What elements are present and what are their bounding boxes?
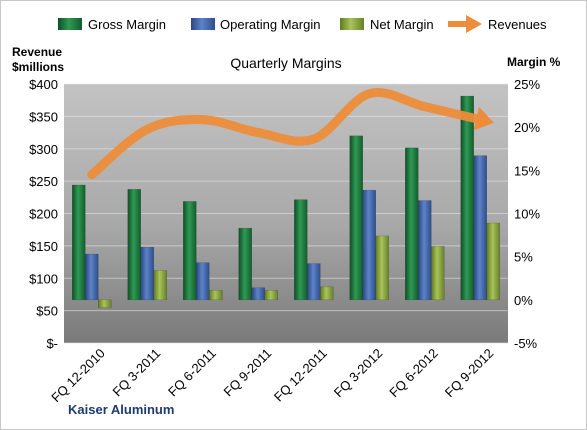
right-tick-label: 5%	[514, 250, 533, 265]
legend-label-revenues: Revenues	[488, 17, 547, 32]
right-tick-label: 10%	[514, 207, 540, 222]
operating-margin-bar	[307, 263, 321, 301]
operating-margin-bar	[85, 253, 99, 301]
net-margin-bar	[264, 290, 278, 301]
legend-label-operating-margin: Operating Margin	[220, 17, 320, 32]
net-margin-bar	[431, 246, 445, 301]
operating-margin-bar	[362, 189, 376, 301]
gross-margin-bar	[294, 199, 308, 301]
gross-margin-bar	[238, 227, 252, 301]
legend-swatch-operating-margin	[191, 18, 215, 30]
left-tick-label: $250	[29, 174, 58, 189]
net-margin-bar	[320, 286, 334, 301]
legend: Gross Margin Operating Margin Net Margin…	[58, 15, 547, 33]
gross-margin-bar	[405, 147, 419, 301]
legend-item-net-margin: Net Margin	[340, 17, 434, 32]
operating-margin-bar	[140, 246, 154, 301]
legend-swatch-gross-margin	[58, 18, 82, 30]
net-margin-bar	[375, 235, 389, 301]
net-margin-bar	[486, 222, 500, 301]
left-tick-label: $200	[29, 207, 58, 222]
revenues-line	[87, 88, 485, 180]
bar-series	[72, 95, 500, 308]
right-tick-label: -5%	[514, 336, 538, 351]
operating-margin-bar	[196, 262, 210, 301]
legend-label-net-margin: Net Margin	[370, 17, 434, 32]
operating-margin-bar	[251, 287, 265, 301]
chart-title: Quarterly Margins	[230, 55, 341, 71]
right-tick-label: 20%	[514, 120, 540, 135]
legend-item-revenues: Revenues	[448, 15, 547, 33]
right-tick-label: 25%	[514, 77, 540, 92]
gross-margin-bar	[349, 135, 363, 301]
left-axis-title-line1: Revenue	[12, 45, 62, 59]
revenues-arrowhead	[473, 107, 494, 131]
left-tick-label: $350	[29, 109, 58, 124]
legend-label-gross-margin: Gross Margin	[88, 17, 166, 32]
legend-item-gross-margin: Gross Margin	[58, 17, 166, 32]
legend-swatch-net-margin	[340, 18, 364, 30]
left-tick-label: $400	[29, 77, 58, 92]
left-tick-label: $300	[29, 142, 58, 157]
company-name: Kaiser Aluminum	[68, 402, 174, 417]
left-tick-label: $100	[29, 271, 58, 286]
net-margin-bar	[209, 290, 223, 301]
left-tick-label: $150	[29, 239, 58, 254]
right-axis-ticks: -5% 0% 5% 10% 15% 20% 25%	[514, 77, 540, 351]
gross-margin-bar	[72, 184, 86, 301]
left-axis-title-line2: $millions	[12, 60, 64, 74]
operating-margin-bar	[418, 200, 432, 301]
legend-item-operating-margin: Operating Margin	[191, 17, 320, 32]
left-tick-label: $-	[46, 336, 58, 351]
revenue-line	[87, 88, 494, 180]
net-margin-bar	[98, 299, 112, 308]
right-tick-label: 0%	[514, 293, 533, 308]
gross-margin-bar	[127, 189, 141, 301]
left-tick-label: $50	[36, 304, 58, 319]
gross-margin-bar	[183, 201, 197, 301]
right-axis-title: Margin %	[507, 55, 561, 69]
left-axis-ticks: $- $50 $100 $150 $200 $250 $300 $350 $400	[29, 77, 58, 351]
net-margin-bar	[153, 270, 167, 301]
operating-margin-bar	[473, 155, 487, 301]
right-tick-label: 15%	[514, 163, 540, 178]
gross-margin-bar	[460, 95, 474, 301]
legend-arrow-icon	[466, 15, 482, 33]
